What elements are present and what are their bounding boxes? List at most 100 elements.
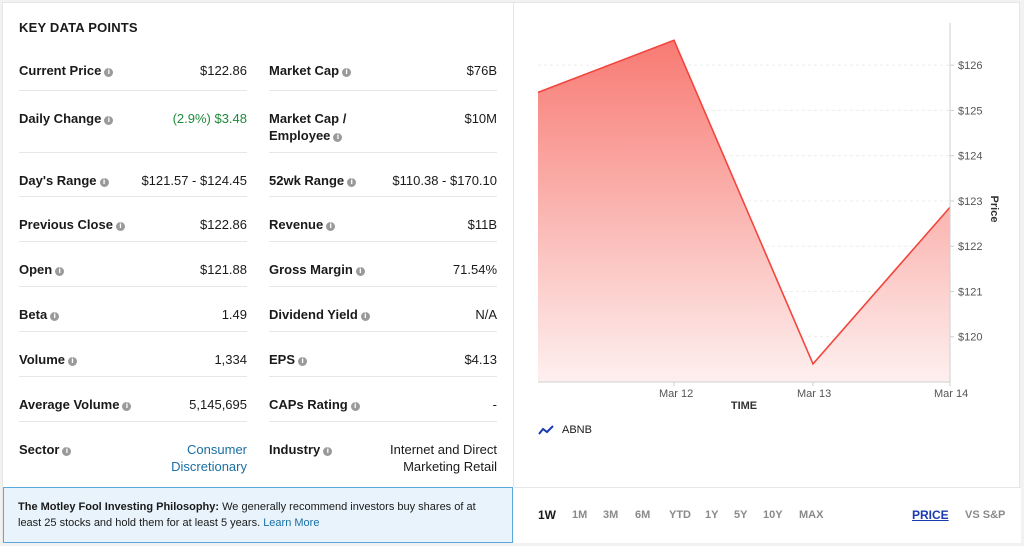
data-label: Previous Close i: [19, 216, 125, 233]
y-tick-label: $121: [958, 286, 982, 298]
data-value: 1.49: [221, 307, 247, 322]
info-icon[interactable]: i: [104, 116, 114, 125]
philosophy-heading: The Motley Fool Investing Philosophy:: [18, 501, 220, 513]
data-value: $122.86: [200, 217, 247, 232]
data-value: 71.54%: [452, 262, 497, 277]
value-line1: Consumer: [187, 442, 247, 457]
info-icon[interactable]: i: [115, 222, 125, 231]
info-icon[interactable]: i: [360, 312, 370, 321]
range-button-1m[interactable]: 1M: [572, 509, 588, 521]
info-icon[interactable]: i: [347, 178, 357, 187]
data-value: -: [492, 397, 497, 412]
value-line2: Discretionary: [171, 459, 247, 474]
value-line1: Internet and Direct: [390, 442, 497, 457]
price-chart-panel: $120 $121 $122 $123 $124 $125 $126 Mar 12 Mar 13…: [514, 3, 1021, 543]
data-value: $11B: [467, 217, 497, 232]
data-row-previous-close: Previous Close i $122.86: [19, 197, 247, 242]
info-icon[interactable]: i: [350, 402, 360, 411]
learn-more-link[interactable]: Learn More: [263, 517, 320, 529]
range-button-6m[interactable]: 6M: [635, 509, 651, 521]
price-area-fill: [538, 40, 950, 383]
info-icon[interactable]: i: [323, 447, 333, 456]
data-value: $10M: [464, 111, 497, 126]
legend-label-abnb: ABNB: [562, 424, 592, 436]
data-row-gross-margin: Gross Margin i 71.54%: [269, 242, 497, 287]
info-icon[interactable]: i: [68, 357, 77, 366]
range-button-1y[interactable]: 1Y: [705, 509, 719, 521]
data-row-market-cap: Market Cap i $76B: [269, 43, 497, 91]
value-line2: Marketing Retail: [403, 459, 497, 474]
range-button-3m[interactable]: 3M: [603, 509, 619, 521]
info-icon[interactable]: i: [55, 267, 65, 276]
range-button-ytd[interactable]: YTD: [669, 509, 691, 521]
info-icon[interactable]: i: [122, 402, 132, 411]
info-icon[interactable]: i: [298, 357, 308, 366]
data-label: Daily Change i: [19, 110, 114, 127]
label-text: Current Price: [19, 63, 102, 78]
label-text: Beta: [19, 307, 48, 322]
label-text: Volume: [19, 352, 65, 367]
label-text-line2-wrap: Employee i: [269, 127, 346, 144]
label-text: EPS: [269, 352, 296, 367]
label-text: Day's Range: [19, 173, 97, 188]
range-button-10y[interactable]: 10Y: [763, 509, 783, 521]
range-button-5y[interactable]: 5Y: [734, 509, 748, 521]
key-data-panel: KEY DATA POINTS Current Price i $122.86 Dai…: [3, 3, 513, 487]
chart-legend[interactable]: ABNB: [538, 424, 592, 436]
info-icon[interactable]: i: [99, 178, 109, 187]
line-chart-icon: [538, 425, 554, 435]
data-row-average-volume: Average Volume i 5,145,695: [19, 377, 247, 422]
data-row-sector: Sector i Consumer Discretionary: [19, 422, 247, 482]
data-label: Open i: [19, 261, 65, 278]
info-icon[interactable]: i: [342, 68, 352, 77]
label-text: Previous Close: [19, 217, 113, 232]
info-icon[interactable]: i: [326, 222, 336, 231]
info-icon[interactable]: i: [355, 267, 365, 276]
range-button-max[interactable]: MAX: [799, 509, 824, 521]
label-text: Gross Margin: [269, 262, 353, 277]
y-axis-title: Price: [988, 196, 1000, 223]
data-label: Volume i: [19, 351, 77, 368]
data-label: Beta i: [19, 306, 60, 323]
data-value: $76B: [466, 63, 497, 78]
data-value: $4.13: [464, 352, 497, 367]
data-label: Day's Range i: [19, 172, 109, 189]
panel-divider: [513, 3, 514, 487]
data-row-industry: Industry i Internet and Direct Marketing Re…: [269, 422, 497, 482]
data-value-multiline[interactable]: Consumer Discretionary: [171, 441, 247, 475]
x-tick-label: Mar 14: [934, 388, 968, 400]
data-value: 5,145,695: [189, 397, 247, 412]
philosophy-text: We generally recommend investors buy sha…: [18, 501, 476, 529]
data-label: EPS i: [269, 351, 308, 368]
data-row-eps: EPS i $4.13: [269, 332, 497, 377]
data-label: Market Cap i: [269, 62, 352, 79]
data-label: Current Price i: [19, 62, 114, 79]
info-icon[interactable]: i: [333, 133, 343, 142]
vs-sp-mode-button[interactable]: VS S&P: [965, 509, 1006, 521]
data-label: Revenue i: [269, 216, 336, 233]
data-row-current-price: Current Price i $122.86: [19, 43, 247, 91]
y-tick-label: $126: [958, 60, 982, 72]
data-label: Sector i: [19, 441, 72, 458]
info-icon[interactable]: i: [104, 68, 114, 77]
data-value: N/A: [475, 307, 497, 322]
x-tick-label: Mar 12: [659, 388, 693, 400]
data-row-dividend-yield: Dividend Yield i N/A: [269, 287, 497, 332]
y-tick-label: $120: [958, 332, 982, 344]
info-icon[interactable]: i: [50, 312, 60, 321]
data-value: $121.88: [200, 262, 247, 277]
data-row-beta: Beta i 1.49: [19, 287, 247, 332]
data-row-volume: Volume i 1,334: [19, 332, 247, 377]
label-text-line1: Market Cap /: [269, 111, 347, 126]
data-row-market-cap-employee: Market Cap / Employee i $10M: [269, 91, 497, 153]
range-button-1w[interactable]: 1W: [538, 508, 556, 522]
price-mode-button[interactable]: PRICE: [912, 508, 949, 522]
label-text: Sector: [19, 442, 60, 457]
label-text: Open: [19, 262, 53, 277]
label-text: Industry: [269, 442, 321, 457]
price-line-abnb: [537, 39, 951, 366]
data-row-open: Open i $121.88: [19, 242, 247, 287]
y-tick-label: $123: [958, 196, 982, 208]
info-icon[interactable]: i: [62, 447, 72, 456]
